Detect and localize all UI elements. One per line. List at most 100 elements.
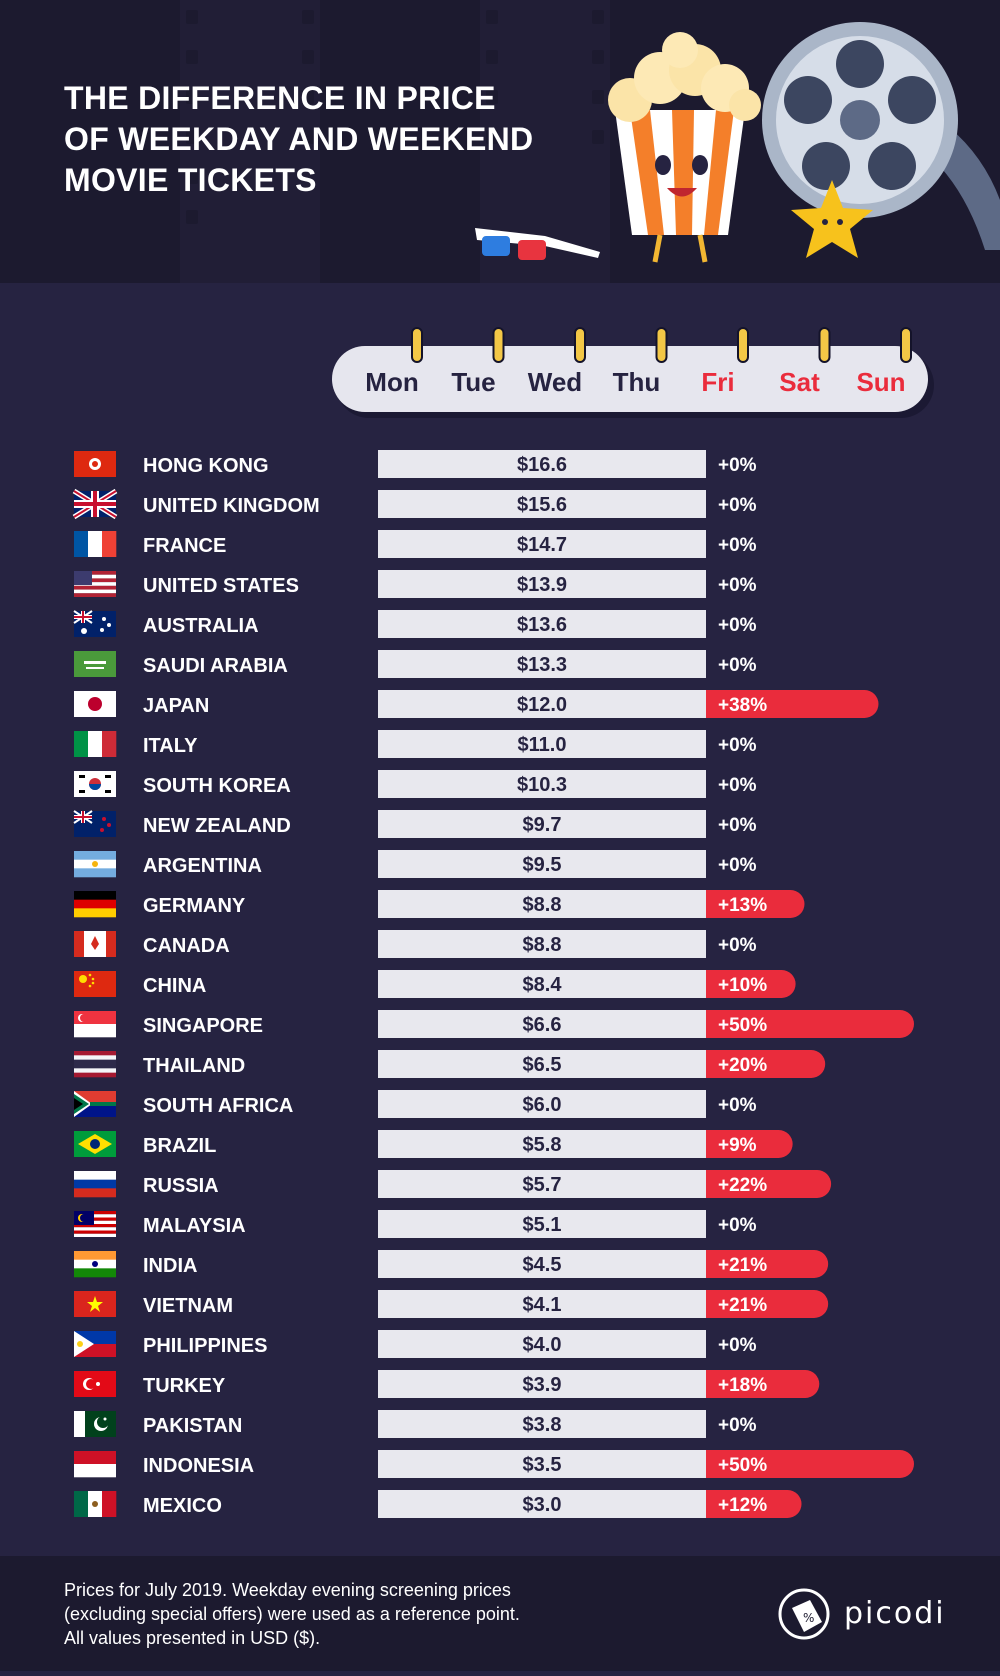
country-label: AUSTRALIA (143, 615, 259, 637)
malaysia-flag-icon (74, 1211, 116, 1237)
germany-flag-icon (74, 891, 116, 918)
country-label: JAPAN (143, 695, 209, 717)
price-label: $6.6 (523, 1014, 562, 1036)
increase-label: +0% (718, 615, 757, 636)
footnote-line: All values presented in USD ($). (64, 1628, 321, 1648)
brand-name: picodi (844, 1596, 946, 1631)
country-label: MEXICO (143, 1495, 222, 1517)
price-label: $8.8 (523, 934, 562, 956)
table-row: TURKEY $3.9 +18% (74, 1370, 820, 1398)
country-label: ITALY (143, 735, 198, 757)
price-bar (378, 1170, 706, 1198)
indonesia-flag-icon (74, 1451, 116, 1478)
price-label: $6.0 (523, 1094, 562, 1116)
country-label: PAKISTAN (143, 1415, 242, 1437)
country-label: NEW ZEALAND (143, 815, 291, 837)
price-label: $4.5 (523, 1254, 562, 1276)
increase-label: +21% (718, 1295, 767, 1316)
italy-flag-icon (74, 731, 117, 757)
price-label: $9.5 (523, 854, 562, 876)
increase-bar (706, 1370, 820, 1398)
price-bar (378, 970, 706, 998)
price-bar (378, 1490, 706, 1518)
table-row: ITALY $11.0 +0% (74, 730, 757, 758)
country-label: UNITED KINGDOM (143, 495, 320, 517)
price-bar (378, 530, 706, 558)
increase-label: +0% (718, 935, 757, 956)
table-row: AUSTRALIA $13.6 +0% (73, 610, 757, 638)
price-label: $5.1 (523, 1214, 562, 1236)
price-bar (378, 730, 706, 758)
country-label: HONG KONG (143, 455, 269, 477)
popcorn-icon (608, 32, 761, 263)
increase-label: +0% (718, 575, 757, 596)
price-bar (378, 1010, 706, 1038)
increase-bar (706, 1050, 826, 1078)
increase-label: +0% (718, 535, 757, 556)
film-reel-icon (762, 22, 1000, 250)
table-row: PAKISTAN $3.8 +0% (74, 1410, 757, 1438)
country-label: RUSSIA (143, 1175, 219, 1197)
table-row: INDIA $4.5 +21% (74, 1250, 829, 1279)
country-label: ARGENTINA (143, 855, 262, 877)
table-row: RUSSIA $5.7 +22% (74, 1170, 832, 1198)
star-icon (791, 180, 873, 258)
weekday-calendar-graphic: Mon Tue Wed Thu Fri Sat Sun (332, 327, 934, 418)
footnote-line: Prices for July 2019. Weekday evening sc… (64, 1580, 511, 1600)
price-bar (378, 1290, 706, 1318)
united-kingdom-flag-icon (72, 488, 118, 520)
footnote-line: (excluding special offers) were used as … (64, 1604, 520, 1624)
price-bar (378, 890, 706, 918)
price-label: $4.0 (523, 1334, 562, 1356)
price-bar (378, 1130, 706, 1158)
country-label: SINGAPORE (143, 1015, 263, 1037)
weekday-calendar: Mon Tue Wed Thu Fri Sat Sun (330, 322, 940, 422)
australia-flag-icon (73, 610, 116, 637)
price-label: $15.6 (517, 494, 567, 516)
increase-label: +0% (718, 1335, 757, 1356)
table-row: THAILAND $6.5 +20% (74, 1050, 826, 1078)
country-label: SAUDI ARABIA (143, 655, 288, 677)
argentina-flag-icon (74, 851, 116, 878)
price-bar (378, 450, 706, 478)
canada-flag-icon (74, 931, 116, 957)
increase-label: +21% (718, 1255, 767, 1276)
country-label: UNITED STATES (143, 575, 299, 597)
calendar-ring-icon (574, 327, 586, 363)
increase-bar (706, 1450, 914, 1478)
price-label: $5.8 (523, 1134, 562, 1156)
day-label-mon: Mon (365, 367, 418, 397)
price-bar (378, 1250, 706, 1278)
price-bar (378, 690, 706, 718)
price-tag-icon: % (778, 1588, 830, 1640)
price-bar (378, 650, 706, 678)
table-row: PHILIPPINES $4.0 +0% (74, 1330, 757, 1358)
price-label: $8.8 (523, 894, 562, 916)
increase-label: +0% (718, 855, 757, 876)
price-bar (378, 1090, 706, 1118)
france-flag-icon (74, 531, 117, 557)
table-row: VIETNAM $4.1 +21% (74, 1290, 829, 1318)
increase-label: +0% (718, 775, 757, 796)
country-label: SOUTH AFRICA (143, 1095, 293, 1117)
increase-label: +12% (718, 1495, 767, 1516)
table-row: BRAZIL $5.8 +9% (74, 1130, 793, 1158)
calendar-ring-icon (492, 327, 505, 363)
price-label: $3.9 (523, 1374, 562, 1396)
table-row: INDONESIA $3.5 +50% (74, 1450, 914, 1478)
united-states-flag-icon (74, 571, 116, 597)
country-label: CANADA (143, 935, 230, 957)
day-label-wed: Wed (528, 367, 582, 397)
country-label: INDIA (143, 1255, 197, 1277)
table-row: CHINA $8.4 +10% (74, 970, 796, 998)
price-bar (378, 1050, 706, 1078)
price-label: $9.7 (523, 814, 562, 836)
increase-label: +0% (718, 815, 757, 836)
increase-bar (706, 970, 796, 998)
title-line: OF WEEKDAY AND WEEKEND (64, 121, 534, 157)
title-line: MOVIE TICKETS (64, 162, 317, 198)
increase-label: +50% (718, 1015, 767, 1036)
table-row: SOUTH AFRICA $6.0 +0% (74, 1090, 757, 1118)
title-line: THE DIFFERENCE IN PRICE (64, 80, 496, 116)
table-row: FRANCE $14.7 +0% (74, 530, 757, 558)
